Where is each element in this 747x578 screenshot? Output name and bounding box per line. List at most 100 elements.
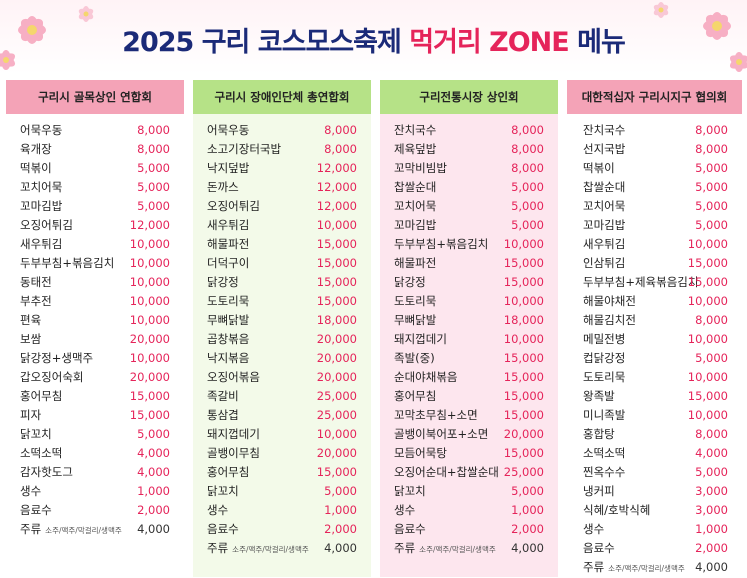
menu-item-price: 15,000 bbox=[503, 446, 544, 460]
menu-item-name: 꼬막초무침+소면 bbox=[394, 408, 478, 422]
menu-item-name: 갑오징어숙회 bbox=[20, 370, 84, 384]
menu-item-name: 잔치국수 bbox=[583, 123, 626, 137]
menu-item-price: 15,000 bbox=[316, 256, 357, 270]
menu-item-note: 소주/맥주/막걸리/생맥주 bbox=[419, 545, 496, 554]
menu-item-name: 잔치국수 bbox=[394, 123, 437, 137]
menu-item-price: 8,000 bbox=[511, 123, 544, 137]
menu-item: 꼬치어묵 5,000 bbox=[380, 197, 558, 216]
menu-item-name: 찹쌀순대 bbox=[394, 180, 437, 194]
menu-item: 미니족발 10,000 bbox=[567, 406, 742, 425]
menu-item: 꼬치어묵 5,000 bbox=[567, 197, 742, 216]
menu-item: 동태전 10,000 bbox=[6, 273, 184, 292]
menu-item-name: 꼬치어묵 bbox=[583, 199, 626, 213]
menu-item-price: 15,000 bbox=[129, 408, 170, 422]
menu-item: 잔치국수 8,000 bbox=[380, 121, 558, 140]
column-header: 대한적십자 구리시지구 협의회 bbox=[567, 80, 742, 114]
menu-item-price: 20,000 bbox=[316, 332, 357, 346]
menu-item: 꼬마김밥 5,000 bbox=[567, 216, 742, 235]
menu-item-price: 10,000 bbox=[129, 294, 170, 308]
menu-item: 두부부침+볶음김치 10,000 bbox=[380, 235, 558, 254]
menu-item-price: 8,000 bbox=[511, 161, 544, 175]
menu-item-name: 곱창볶음 bbox=[207, 332, 250, 346]
menu-item-price: 12,000 bbox=[129, 218, 170, 232]
menu-item: 메밀전병 10,000 bbox=[567, 330, 742, 349]
menu-item-price: 5,000 bbox=[695, 218, 728, 232]
menu-item: 돈까스 12,000 bbox=[193, 178, 371, 197]
column-header: 구리시 골목상인 연합회 bbox=[6, 80, 184, 114]
header-banner: 2025 구리 코스모스축제 먹거리 ZONE 메뉴 bbox=[0, 0, 747, 74]
menu-item-name: 어묵우동 bbox=[20, 123, 63, 137]
menu-item-name: 부추전 bbox=[20, 294, 52, 308]
menu-item-price: 12,000 bbox=[316, 180, 357, 194]
menu-item-price: 8,000 bbox=[137, 142, 170, 156]
menu-item-name: 왕족발 bbox=[583, 389, 615, 403]
menu-item-price: 1,000 bbox=[324, 503, 357, 517]
menu-item-name: 도토리묵 bbox=[583, 370, 626, 384]
column-body: 잔치국수 8,000 제육덮밥 8,000 꼬막비빔밥 8,000 찹쌀순대 5,000 꼬치어… bbox=[380, 114, 558, 577]
menu-item: 새우튀김 10,000 bbox=[193, 216, 371, 235]
menu-item-name: 메밀전병 bbox=[583, 332, 626, 346]
menu-item: 찹쌀순대 5,000 bbox=[567, 178, 742, 197]
menu-item: 해물김치전 8,000 bbox=[567, 311, 742, 330]
column-header: 구리전통시장 상인회 bbox=[380, 80, 558, 114]
menu-item: 닭꼬치 5,000 bbox=[6, 425, 184, 444]
menu-item-price: 15,000 bbox=[503, 256, 544, 270]
menu-item-price: 8,000 bbox=[695, 313, 728, 327]
cosmos-flower-left-decoration bbox=[0, 6, 94, 70]
menu-item-price: 20,000 bbox=[316, 446, 357, 460]
menu-item-note: 소주/맥주/막걸리/생맥주 bbox=[45, 526, 122, 535]
menu-item-price: 15,000 bbox=[503, 408, 544, 422]
menu-item-name: 떡볶이 bbox=[583, 161, 615, 175]
menu-item-name: 족발(중) bbox=[394, 351, 435, 365]
menu-item: 꼬마김밥 5,000 bbox=[380, 216, 558, 235]
menu-item-price: 10,000 bbox=[129, 313, 170, 327]
menu-item: 꼬막초무침+소면 15,000 bbox=[380, 406, 558, 425]
menu-item: 보쌈 20,000 bbox=[6, 330, 184, 349]
menu-item-price: 15,000 bbox=[687, 275, 728, 289]
menu-item: 꼬막비빔밥 8,000 bbox=[380, 159, 558, 178]
menu-item-name: 꼬막비빔밥 bbox=[394, 161, 447, 175]
menu-item: 도토리묵 10,000 bbox=[567, 368, 742, 387]
menu-item: 어묵우동 8,000 bbox=[6, 121, 184, 140]
menu-item-price: 3,000 bbox=[695, 503, 728, 517]
menu-item-name: 닭꼬치 bbox=[207, 484, 239, 498]
menu-item-price: 4,000 bbox=[324, 541, 357, 555]
menu-item: 음료수 2,000 bbox=[567, 539, 742, 558]
menu-item: 컵닭강정 5,000 bbox=[567, 349, 742, 368]
menu-item-price: 5,000 bbox=[137, 161, 170, 175]
menu-item: 도토리묵 10,000 bbox=[380, 292, 558, 311]
menu-item-price: 10,000 bbox=[503, 237, 544, 251]
menu-item-name: 통삼겹 bbox=[207, 408, 239, 422]
menu-item-name: 해물파전 bbox=[394, 256, 437, 270]
menu-item-price: 18,000 bbox=[316, 313, 357, 327]
menu-item-price: 20,000 bbox=[503, 427, 544, 441]
menu-item-name: 보쌈 bbox=[20, 332, 42, 346]
menu-item-price: 4,000 bbox=[511, 541, 544, 555]
menu-item-name: 꼬마김밥 bbox=[20, 199, 63, 213]
menu-item: 순대야채볶음 15,000 bbox=[380, 368, 558, 387]
menu-item-name: 닭강정 bbox=[394, 275, 426, 289]
menu-item: 주류 소주/맥주/막걸리/생맥주 4,000 bbox=[380, 539, 558, 558]
menu-item-price: 5,000 bbox=[695, 199, 728, 213]
menu-item-name: 어묵우동 bbox=[207, 123, 250, 137]
menu-item: 오징어순대+찹쌀순대 25,000 bbox=[380, 463, 558, 482]
menu-item-price: 10,000 bbox=[687, 237, 728, 251]
menu-item-name: 골뱅이북어포+소면 bbox=[394, 427, 489, 441]
menu-item-name: 찹쌀순대 bbox=[583, 180, 626, 194]
menu-item: 낙지덮밥 12,000 bbox=[193, 159, 371, 178]
menu-item: 찐옥수수 5,000 bbox=[567, 463, 742, 482]
menu-item-name: 새우튀김 bbox=[20, 237, 63, 251]
menu-item: 닭강정 15,000 bbox=[193, 273, 371, 292]
menu-item: 생수 1,000 bbox=[380, 501, 558, 520]
menu-item-name: 인삼튀김 bbox=[583, 256, 626, 270]
menu-item: 갑오징어숙회 20,000 bbox=[6, 368, 184, 387]
menu-item-price: 1,000 bbox=[511, 503, 544, 517]
menu-item-price: 3,000 bbox=[695, 484, 728, 498]
menu-item: 홍합탕 8,000 bbox=[567, 425, 742, 444]
menu-item-name: 새우튀김 bbox=[583, 237, 626, 251]
menu-item: 육개장 8,000 bbox=[6, 140, 184, 159]
menu-item-name: 해물김치전 bbox=[583, 313, 636, 327]
menu-item-price: 15,000 bbox=[503, 370, 544, 384]
menu-item: 족발(중) 15,000 bbox=[380, 349, 558, 368]
menu-item-name: 돈까스 bbox=[207, 180, 239, 194]
